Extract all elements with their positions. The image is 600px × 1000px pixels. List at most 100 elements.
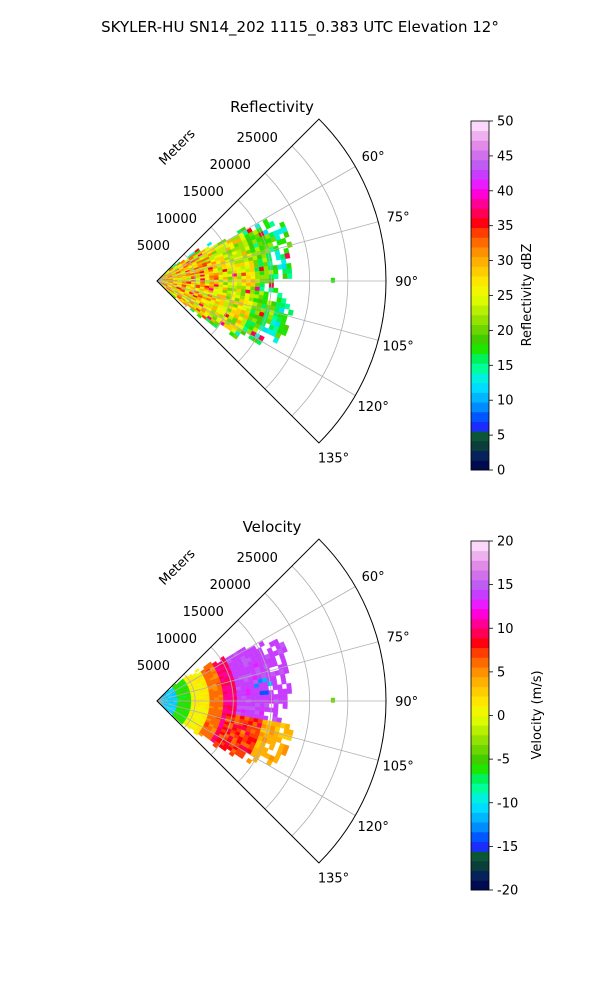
- reflectivity-echo-cell: [246, 275, 252, 280]
- colorbar-swatch: [471, 159, 489, 170]
- reflectivity-echo-cell: [287, 273, 293, 279]
- velocity-echo-cell: [241, 695, 247, 700]
- azimuth-gridline: [156, 586, 356, 702]
- reflectivity-echo-cell: [223, 276, 229, 280]
- velocity-colorbar-label: Velocity (m/s): [530, 670, 545, 759]
- velocity-echo-cell: [165, 708, 170, 713]
- azimuth-gridline: [156, 166, 356, 282]
- velocity-echo-cell: [286, 682, 292, 689]
- velocity-echo-cell: [227, 702, 233, 706]
- colorbar-tick-label: -20: [497, 884, 518, 899]
- velocity-echo-cell: [236, 702, 242, 707]
- colorbar-tick-label: 35: [497, 219, 514, 234]
- reflectivity-echo-cell: [236, 272, 242, 277]
- reflectivity-echo-cell: [255, 275, 261, 280]
- colorbar-swatch: [471, 754, 489, 765]
- reflectivity-echo-cell: [287, 309, 294, 316]
- range-tick-label: 10000: [156, 632, 197, 647]
- reflectivity-echo-cell: [253, 263, 260, 269]
- range-tick-label: 20000: [210, 158, 251, 173]
- velocity-echo-cell: [238, 752, 245, 760]
- colorbar-tick-label: 20: [497, 324, 514, 339]
- velocity-echo-cell: [236, 689, 242, 694]
- colorbar-swatch: [471, 851, 489, 862]
- colorbar-swatch: [471, 783, 489, 794]
- velocity-echo-cell: [280, 749, 288, 757]
- colorbar-swatch: [471, 734, 489, 745]
- reflectivity-echo-cell: [259, 270, 265, 276]
- reflectivity-echo-cell: [258, 290, 265, 296]
- colorbar-swatch: [471, 831, 489, 842]
- colorbar-swatch: [471, 217, 489, 229]
- colorbar-swatch: [471, 802, 489, 813]
- azimuth-tick-label: 75°: [387, 630, 410, 645]
- reflectivity-echo-cell: [241, 282, 247, 287]
- velocity-echo-cell: [241, 702, 247, 707]
- reflectivity-echo-cell: [258, 262, 264, 268]
- colorbar-swatch: [471, 773, 489, 784]
- velocity-echo-cell: [286, 688, 293, 694]
- velocity-echo-cell: [222, 694, 229, 698]
- colorbar-tick-label: 20: [497, 535, 514, 550]
- velocity-echo-cell: [214, 697, 219, 701]
- colorbar-tick-label: 10: [497, 394, 514, 409]
- azimuth-tick-label: 105°: [382, 760, 413, 775]
- velocity-echo-cell: [268, 744, 275, 751]
- reflectivity-echo-cell: [263, 265, 269, 272]
- velocity-echo-cell: [264, 694, 270, 700]
- colorbar-swatch: [471, 705, 489, 716]
- reflectivity-echo-cell: [196, 313, 202, 319]
- velocity-echo-cell: [277, 684, 283, 690]
- velocity-echo-cell: [272, 684, 278, 691]
- colorbar-swatch: [471, 618, 489, 629]
- colorbar-swatch: [471, 227, 489, 238]
- reflectivity-echo-cell: [213, 275, 219, 278]
- colorbar-swatch: [471, 392, 489, 403]
- azimuth-tick-label: 90°: [395, 275, 418, 290]
- velocity-echo-cell: [272, 756, 280, 764]
- colorbar-swatch: [471, 208, 489, 219]
- velocity-echo-cell: [245, 692, 251, 697]
- azimuth-tick-label: 120°: [358, 400, 389, 415]
- velocity-echo-cell: [273, 694, 279, 700]
- velocity-echo-cell: [263, 707, 270, 713]
- reflectivity-echo-cell: [200, 278, 206, 281]
- reflectivity-echo-cell: [276, 297, 282, 304]
- colorbar-swatch: [471, 637, 489, 649]
- colorbar-swatch: [471, 353, 489, 364]
- colorbar-swatch: [471, 121, 489, 132]
- reflectivity-echo-cell: [236, 269, 242, 274]
- reflectivity-echo-cell: [223, 282, 229, 286]
- reflectivity-panel-title: Reflectivity: [230, 98, 314, 116]
- reflectivity-echo-cell: [282, 273, 288, 279]
- velocity-echo-cell: [223, 696, 229, 700]
- reflectivity-echo-cell: [227, 273, 233, 278]
- colorbar-swatch: [471, 686, 489, 697]
- range-tick-label: 15000: [183, 605, 224, 620]
- range-tick-label: 10000: [156, 212, 197, 227]
- colorbar-tick-label: -10: [497, 796, 518, 811]
- reflectivity-echo-cell: [171, 294, 177, 299]
- velocity-echo-cell: [277, 688, 283, 695]
- azimuth-gridline: [156, 221, 379, 282]
- colorbar-tick-label: 15: [497, 359, 514, 374]
- reflectivity-echo-cell: [286, 262, 292, 269]
- colorbar-tick-label: 15: [497, 578, 514, 593]
- reflectivity-echo-cell: [227, 282, 233, 286]
- reflectivity-echo-cell: [249, 267, 256, 273]
- reflectivity-echo-cell: [258, 266, 265, 272]
- velocity-echo-cell: [227, 693, 233, 698]
- velocity-echo-cell: [259, 694, 265, 700]
- colorbar-swatch: [471, 169, 489, 180]
- colorbar-swatch: [471, 402, 489, 413]
- range-tick-label: 15000: [183, 185, 224, 200]
- azimuth-tick-label: 60°: [362, 150, 385, 165]
- velocity-echo-cell: [218, 694, 224, 698]
- colorbar-swatch: [471, 589, 489, 600]
- velocity-echo-cell: [213, 695, 219, 698]
- colorbar-tick-label: 50: [497, 115, 514, 130]
- reflectivity-echo-cell: [259, 283, 265, 288]
- colorbar-swatch: [471, 460, 489, 471]
- reflectivity-echo-cell: [284, 252, 291, 259]
- reflectivity-echo-cell: [245, 286, 251, 291]
